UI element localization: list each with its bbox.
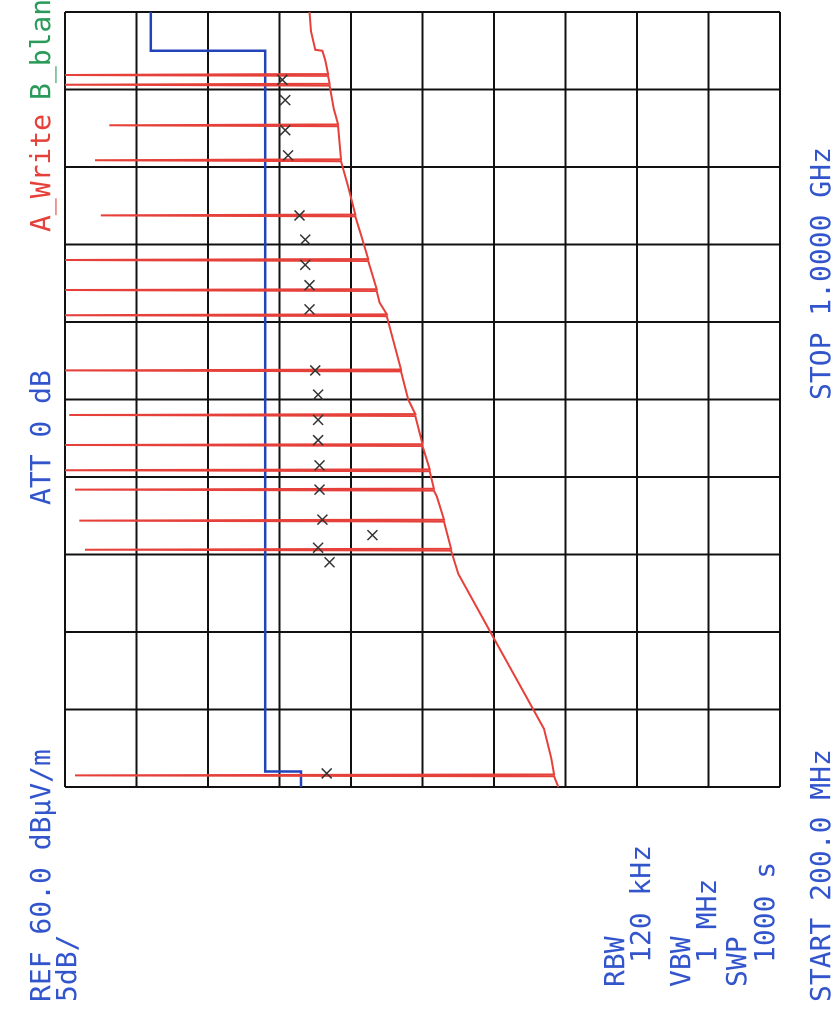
marker [276, 74, 288, 86]
stop-label: STOP 1.0000 GHz [804, 147, 837, 400]
marker [303, 303, 316, 315]
marker [321, 767, 333, 779]
marker [312, 389, 324, 401]
marker [279, 124, 291, 136]
marker [314, 484, 326, 496]
marker [299, 234, 311, 246]
ref-label: REF 60.0 dBµV/m [24, 749, 57, 1002]
setting: 120 kHz [624, 845, 657, 963]
scale-label: 5dB/ [50, 935, 83, 1002]
start-label: START 200.0 MHz [804, 749, 837, 1002]
marker [316, 514, 328, 526]
marker [293, 209, 306, 221]
setting: VBW [664, 936, 697, 987]
setting: 1 MHz [690, 879, 723, 963]
trace-a-label: A_Write [24, 114, 58, 232]
marker [303, 279, 316, 291]
marker [324, 556, 336, 568]
trace-b-label: B_blank [24, 0, 58, 100]
marker [312, 434, 324, 446]
trace-line [64, 11, 560, 788]
marker [279, 94, 291, 106]
marker [366, 529, 378, 541]
marker [312, 414, 324, 426]
setting: RBW [598, 936, 631, 987]
marker [314, 459, 326, 471]
att-label: ATT 0 dB [24, 370, 57, 505]
setting: SWP [720, 936, 753, 987]
marker [312, 542, 324, 554]
marker [309, 364, 321, 376]
setting: 1000 s [748, 862, 781, 963]
marker [299, 259, 311, 271]
marker [282, 149, 294, 161]
